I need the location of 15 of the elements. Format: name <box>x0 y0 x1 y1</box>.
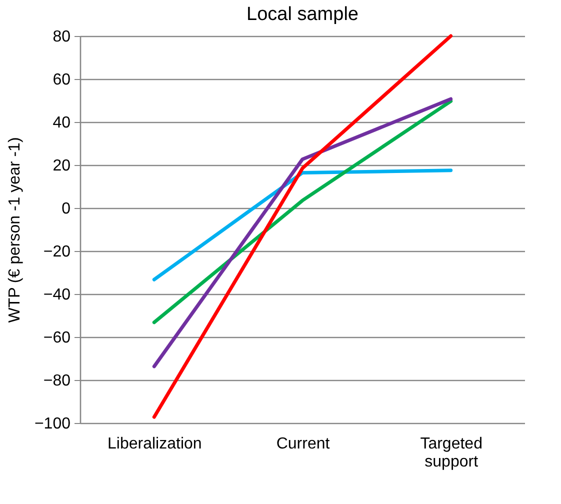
x-tick-label: Current <box>276 436 330 452</box>
y-tick-label: −100 <box>34 416 71 432</box>
y-axis-title: WTP (€ person -1 year -1) <box>6 137 24 323</box>
y-tick-label: 80 <box>52 28 71 46</box>
y-tick-label: 40 <box>52 114 71 132</box>
x-tick-label: Targeted support <box>420 436 482 470</box>
y-tick-label: −20 <box>43 244 71 260</box>
x-tick-label: Liberalization <box>108 436 202 452</box>
y-tick-label: −80 <box>43 372 71 390</box>
y-tick-label: −60 <box>43 330 71 346</box>
y-tick-label: −40 <box>43 286 71 304</box>
y-tick-label: 0 <box>62 200 71 218</box>
y-tick-label: 20 <box>52 158 71 174</box>
y-tick-label: 60 <box>52 72 71 88</box>
chart-title: Local sample <box>246 4 358 25</box>
